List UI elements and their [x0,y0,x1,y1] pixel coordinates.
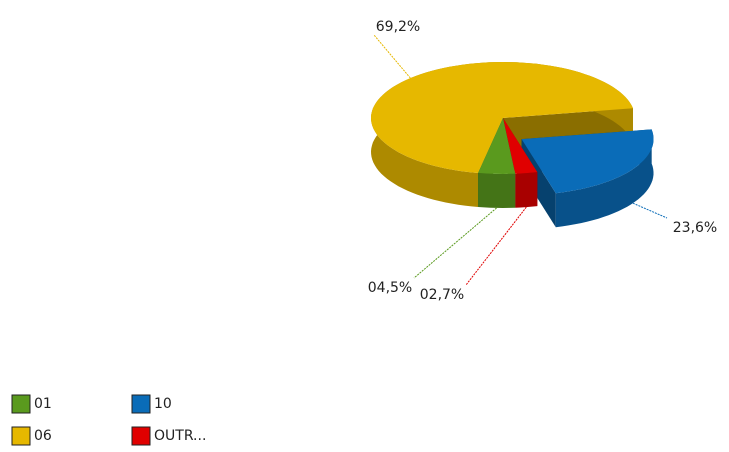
leader-line [373,34,411,79]
pie [371,62,654,228]
legend-label: 01 [34,396,52,412]
legend-label: OUTR... [154,428,206,444]
data-label: 04,5% [368,280,412,296]
data-label: 02,7% [420,287,464,303]
legend: 01 06 10 OUTR... [11,394,206,446]
slice [521,129,654,194]
data-label: 23,6% [673,220,717,236]
leader-line [465,206,527,286]
slice [478,118,516,174]
slice-side [478,173,516,208]
legend-swatch [131,394,151,414]
legend-swatch [131,426,151,446]
legend-swatch [11,426,31,446]
slice-side [515,172,538,208]
slice-side [555,129,654,228]
data-labels: 23,6% 02,7% 04,5% 69,2% [368,19,717,303]
data-label: 69,2% [376,19,420,35]
leader-line [413,207,497,279]
legend-label: 06 [34,428,52,444]
legend-swatch [11,394,31,414]
leader-line [632,202,668,219]
legend-label: 10 [154,396,172,412]
slice [371,62,633,173]
slice [503,118,538,174]
